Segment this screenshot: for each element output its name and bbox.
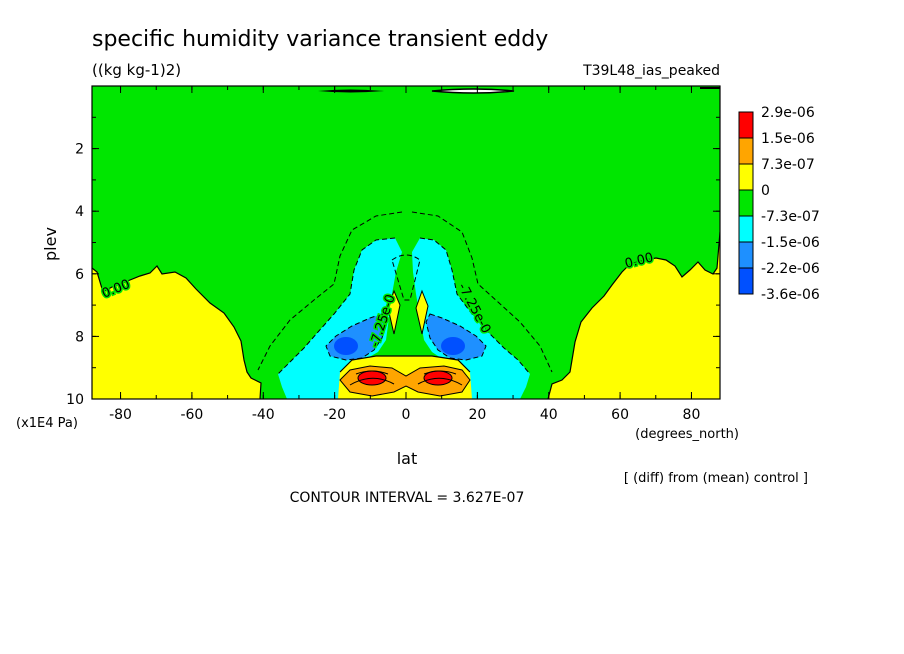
legend-level-label: 0 xyxy=(761,183,770,199)
orange-core-contours xyxy=(349,370,463,386)
x-tick-label: -40 xyxy=(252,407,275,423)
y-tick-label: 10 xyxy=(66,392,84,408)
contour-label: 0.00 xyxy=(623,250,655,272)
x-axis: -80 -60 -40 -20 0 20 40 60 80 xyxy=(109,86,700,423)
y-axis: 2 4 6 8 10 xyxy=(66,116,720,408)
field-deepblue-left xyxy=(334,337,358,355)
y-tick-label: 4 xyxy=(75,204,84,220)
zero-contours xyxy=(92,231,720,399)
field-yellow-left xyxy=(92,266,261,399)
x-tick-label: -80 xyxy=(109,407,132,423)
legend-swatch xyxy=(738,267,754,295)
x-tick-label: -20 xyxy=(323,407,346,423)
field-yellow-diamond-left xyxy=(387,289,401,335)
legend-swatch xyxy=(738,189,754,217)
x-tick-label: 60 xyxy=(611,407,629,423)
legend-level-label: -1.5e-06 xyxy=(761,235,820,251)
contour-interval: CONTOUR INTERVAL = 3.627E-07 xyxy=(290,490,525,506)
units-label: ((kg kg-1)2) xyxy=(92,61,181,79)
color-legend: 2.9e-06 1.5e-06 7.3e-07 0 -7.3e-07 -1.5e-06 -2… xyxy=(738,105,820,303)
diff-note: [ (diff) from (mean) control ] xyxy=(624,471,808,486)
legend-level-label: 1.5e-06 xyxy=(761,131,815,147)
y-units-label: (x1E4 Pa) xyxy=(16,416,78,431)
chart-title: specific humidity variance transient edd… xyxy=(92,27,548,52)
x-tick-label: 20 xyxy=(468,407,486,423)
y-tick-label: 2 xyxy=(75,142,84,158)
legend-swatch xyxy=(738,111,754,139)
field-yellow-diamond-right xyxy=(415,289,429,335)
y-tick-label: 8 xyxy=(75,329,84,345)
field-cyan-right xyxy=(412,238,530,399)
field-blue-right xyxy=(426,314,486,360)
legend-swatch xyxy=(738,241,754,269)
x-units-label: (degrees_north) xyxy=(635,427,739,442)
field-cyan-left xyxy=(278,238,402,399)
legend-swatch xyxy=(738,137,754,165)
y-axis-label: plev xyxy=(41,227,60,261)
legend-level-label: -3.6e-06 xyxy=(761,287,820,303)
x-tick-label: 0 xyxy=(402,407,411,423)
negative-contours xyxy=(257,211,553,375)
x-axis-label: lat xyxy=(397,449,418,468)
run-label: T39L48_ias_peaked xyxy=(582,63,720,79)
field-deepblue-right xyxy=(441,337,465,355)
legend-level-label: 2.9e-06 xyxy=(761,105,815,121)
legend-swatch xyxy=(738,215,754,243)
top-level-features xyxy=(318,87,720,94)
legend-level-label: -7.3e-07 xyxy=(761,209,820,225)
legend-swatch xyxy=(738,163,754,191)
legend-level-label: 7.3e-07 xyxy=(761,157,815,173)
x-tick-label: -60 xyxy=(180,407,203,423)
x-tick-label: 40 xyxy=(540,407,558,423)
field-yellow-right xyxy=(548,232,720,399)
legend-level-label: -2.2e-06 xyxy=(761,261,820,277)
y-tick-label: 6 xyxy=(75,267,84,283)
plot-area xyxy=(92,86,720,399)
x-tick-label: 80 xyxy=(683,407,701,423)
